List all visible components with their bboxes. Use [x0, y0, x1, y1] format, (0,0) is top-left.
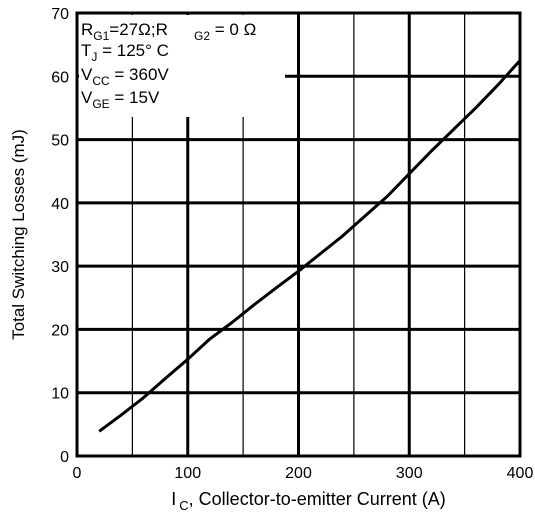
x-axis-label-main: I	[171, 489, 176, 509]
y-tick-label: 50	[51, 133, 69, 150]
condition-line: G2 = 0 Ω	[194, 20, 256, 43]
y-tick-label: 60	[51, 69, 69, 86]
condition-value: = 0 Ω	[210, 20, 256, 39]
y-tick-label: 30	[51, 259, 69, 276]
plot-frame	[75, 11, 522, 458]
tick-labels: 0 100 200 300 400 0 10 20 30 40 50 60 70	[51, 6, 533, 482]
condition-value: = 360V	[110, 65, 170, 84]
condition-line: VGE = 15V	[81, 88, 160, 111]
y-tick-label: 70	[51, 6, 69, 23]
x-tick-label: 200	[285, 465, 312, 482]
condition-subscript: J	[91, 50, 97, 64]
condition-symbol: V	[81, 88, 93, 107]
condition-line: VCC = 360V	[81, 65, 169, 88]
condition-subscript: GE	[92, 97, 109, 111]
condition-value: = 125° C	[97, 41, 169, 60]
condition-value: =27Ω;R	[109, 20, 168, 39]
y-tick-label: 0	[60, 449, 69, 466]
x-axis-label: I C, Collector-to-emitter Current (A)	[171, 489, 445, 513]
x-tick-label: 400	[507, 465, 534, 482]
y-tick-label: 10	[51, 386, 69, 403]
condition-subscript: G2	[194, 29, 210, 43]
y-tick-label: 40	[51, 196, 69, 213]
conditions-box-background	[79, 15, 285, 117]
condition-symbol: V	[81, 65, 93, 84]
condition-line: RG1=27Ω;R	[81, 20, 168, 43]
x-tick-label: 0	[73, 465, 82, 482]
y-tick-label: 20	[51, 322, 69, 339]
condition-symbol: T	[81, 41, 91, 60]
x-tick-label: 300	[396, 465, 423, 482]
condition-subscript: CC	[92, 74, 110, 88]
x-axis-label-sub: C	[179, 498, 188, 513]
x-axis-label-rest: , Collector-to-emitter Current (A)	[189, 489, 446, 509]
x-tick-label: 100	[174, 465, 201, 482]
series-layer	[98, 59, 522, 433]
condition-value: = 15V	[110, 88, 160, 107]
y-axis-label: Total Switching Losses (mJ)	[9, 129, 28, 340]
condition-symbol: R	[81, 20, 93, 39]
condition-subscript: G1	[93, 29, 109, 43]
series-line	[98, 59, 522, 433]
condition-line: TJ = 125° C	[81, 41, 169, 64]
